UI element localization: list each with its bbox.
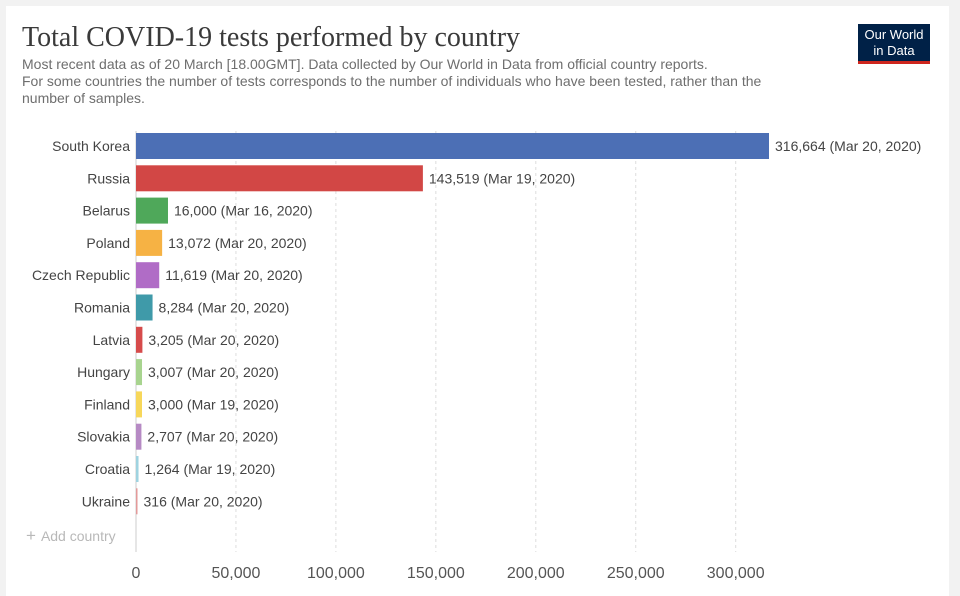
category-label: Czech Republic — [32, 267, 130, 283]
data-label: 3,000 (Mar 19, 2020) — [148, 396, 279, 412]
chart-card — [6, 6, 949, 596]
data-label: 143,519 (Mar 19, 2020) — [429, 170, 575, 186]
data-label: 8,284 (Mar 20, 2020) — [159, 300, 290, 316]
x-tick-label: 100,000 — [307, 565, 365, 582]
bar — [136, 326, 143, 353]
data-label: 2,707 (Mar 20, 2020) — [147, 429, 278, 445]
bar — [136, 165, 423, 192]
logo-text: in Data — [873, 43, 915, 58]
plus-icon: + — [26, 526, 36, 545]
subtitle-line: number of samples. — [22, 90, 145, 106]
data-label: 11,619 (Mar 20, 2020) — [165, 267, 302, 283]
subtitle-line: For some countries the number of tests c… — [22, 73, 762, 89]
category-label: Finland — [84, 396, 130, 412]
category-label: Russia — [87, 170, 130, 186]
x-tick-label: 150,000 — [407, 565, 465, 582]
owid-logo[interactable]: Our World in Data — [858, 24, 930, 64]
bar — [136, 262, 160, 289]
bar — [136, 359, 143, 386]
category-label: South Korea — [52, 138, 130, 154]
x-tick-label: 50,000 — [211, 565, 260, 582]
data-label: 316,664 (Mar 20, 2020) — [775, 138, 921, 154]
logo-text: Our World — [864, 27, 924, 42]
category-label: Romania — [74, 300, 130, 316]
bar-chart: South Korea 316,664 (Mar 20, 2020) Russia 1… — [32, 131, 921, 582]
category-label: Latvia — [93, 332, 131, 348]
bar — [136, 294, 153, 321]
category-label: Slovakia — [77, 429, 130, 445]
bar — [136, 391, 142, 418]
chart-subtitle: Most recent data as of 20 March [18.00GM… — [22, 56, 822, 107]
data-label: 13,072 (Mar 20, 2020) — [168, 235, 307, 251]
x-tick-label: 300,000 — [707, 565, 765, 582]
add-country-label: Add country — [40, 528, 116, 544]
subtitle-line: Most recent data as of 20 March [18.00GM… — [22, 56, 708, 72]
bar — [136, 229, 163, 256]
bar — [136, 488, 138, 515]
category-label: Belarus — [83, 203, 130, 219]
page-title: Total COVID-19 tests performed by countr… — [22, 22, 521, 53]
category-label: Ukraine — [82, 493, 130, 509]
bar — [136, 197, 168, 224]
x-tick-label: 0 — [132, 565, 141, 582]
data-label: 3,205 (Mar 20, 2020) — [148, 332, 279, 348]
category-label: Hungary — [77, 364, 130, 380]
bar — [136, 423, 142, 450]
x-tick-label: 250,000 — [607, 565, 665, 582]
category-label: Croatia — [85, 461, 130, 477]
data-label: 16,000 (Mar 16, 2020) — [174, 203, 313, 219]
bar — [136, 456, 139, 482]
data-label: 1,264 (Mar 19, 2020) — [145, 461, 276, 477]
bar — [136, 133, 769, 159]
data-label: 3,007 (Mar 20, 2020) — [148, 364, 279, 380]
add-country-button[interactable]: + Add country — [26, 526, 116, 546]
data-label: 316 (Mar 20, 2020) — [144, 493, 263, 509]
x-tick-label: 200,000 — [507, 565, 565, 582]
category-label: Poland — [86, 235, 130, 251]
